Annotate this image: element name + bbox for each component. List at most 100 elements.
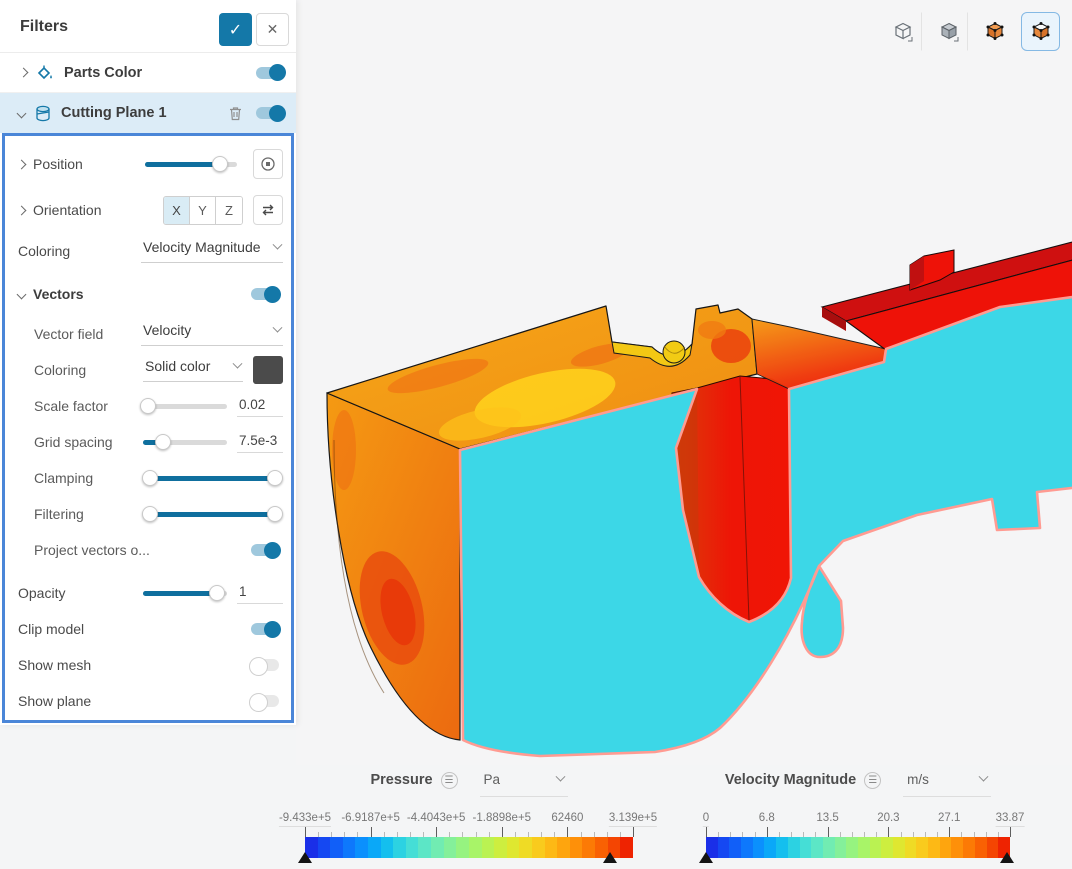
position-slider[interactable]: [145, 155, 237, 172]
pressure-unit-dropdown[interactable]: Pa: [479, 770, 568, 797]
trash-icon[interactable]: [229, 106, 242, 121]
show-mesh-toggle[interactable]: [249, 656, 279, 676]
swap-arrows-icon: [262, 204, 274, 216]
panel-title: Filters: [20, 18, 69, 35]
solid-view-button[interactable]: [929, 12, 968, 51]
section-cube-icon: [1032, 21, 1049, 40]
chevron-down-icon[interactable]: [16, 108, 27, 118]
vector-coloring-dropdown[interactable]: Solid color: [143, 358, 243, 382]
velocity-legend: Velocity Magnitude ☰ m/s 0 6.8 13.5 20.3…: [699, 766, 1025, 866]
clamp-marker-min[interactable]: [699, 852, 713, 863]
vector-field-dropdown[interactable]: Velocity: [141, 322, 283, 346]
wireframe-cube-icon: [894, 22, 912, 41]
surfaces-view-button[interactable]: [975, 12, 1014, 51]
close-button[interactable]: ✕: [256, 13, 289, 46]
filtering-range-slider[interactable]: [142, 505, 283, 522]
position-center-button[interactable]: [253, 149, 283, 179]
solid-cube-icon: [940, 22, 958, 41]
legend-menu-icon[interactable]: ☰: [864, 772, 882, 789]
project-vectors-label: Project vectors o...: [34, 542, 150, 558]
chevron-down-icon: [978, 771, 989, 782]
vectors-label: Vectors: [33, 286, 84, 302]
axis-x-button[interactable]: X: [164, 196, 190, 224]
opacity-slider[interactable]: [143, 584, 227, 601]
velocity-unit-dropdown[interactable]: m/s: [903, 770, 992, 797]
scale-factor-value[interactable]: 0.02: [237, 395, 283, 417]
coloring-dropdown[interactable]: Velocity Magnitude: [141, 239, 283, 263]
scale-factor-slider[interactable]: [140, 397, 227, 414]
row-position: Position: [5, 146, 291, 182]
show-plane-toggle[interactable]: [249, 692, 279, 712]
row-vector-coloring: Coloring Solid color: [5, 352, 291, 388]
vector-coloring-label: Coloring: [34, 362, 87, 378]
axis-y-button[interactable]: Y: [190, 196, 216, 224]
project-vectors-toggle[interactable]: [251, 541, 281, 559]
orientation-label: Orientation: [33, 202, 102, 218]
clamp-marker-max[interactable]: [999, 852, 1014, 863]
vectors-toggle[interactable]: [251, 285, 281, 303]
wireframe-view-button[interactable]: [883, 12, 922, 51]
coloring-label: Coloring: [18, 243, 71, 259]
row-grid-spacing: Grid spacing 7.5e-3: [5, 424, 291, 460]
filtering-label: Filtering: [34, 506, 84, 522]
legend-ticks: [305, 827, 634, 837]
row-vectors: Vectors: [5, 276, 291, 312]
valve-top-exterior: [326, 304, 758, 450]
scale-factor-label: Scale factor: [34, 398, 108, 414]
chevron-right-icon[interactable]: [18, 67, 29, 78]
vector-color-swatch[interactable]: [253, 356, 283, 384]
close-icon: ✕: [266, 21, 279, 37]
chevron-down-icon[interactable]: [16, 289, 27, 299]
filter-item-cutting-plane[interactable]: Cutting Plane 1: [0, 93, 296, 133]
parts-color-toggle[interactable]: [256, 64, 286, 81]
legend-menu-icon[interactable]: ☰: [440, 772, 458, 789]
cutting-plane-icon: [36, 105, 50, 121]
clamp-marker-max[interactable]: [603, 852, 618, 863]
legend-title: Velocity Magnitude: [724, 772, 857, 788]
row-show-plane: Show plane: [5, 683, 291, 719]
row-filtering: Filtering: [5, 496, 291, 532]
apply-button[interactable]: ✓: [219, 13, 252, 46]
vector-field-label: Vector field: [34, 326, 104, 342]
outlet-duct-exterior: [820, 241, 1072, 351]
legend-tick-labels: -9.433e+5 -6.9187e+5 -4.4043e+5 -1.8898e…: [278, 812, 658, 827]
cfd-model: [296, 0, 1072, 765]
cutting-plane-toggle[interactable]: [256, 104, 286, 122]
filter-label: Cutting Plane 1: [61, 105, 167, 121]
legend-title: Pressure: [370, 772, 433, 788]
pressure-legend: Pressure ☰ Pa -9.433e+5 -6.9187e+5 -4.40…: [278, 766, 658, 866]
row-orientation: Orientation X Y Z: [5, 192, 291, 228]
chevron-down-icon: [272, 239, 283, 250]
view-mode-toolbar: [883, 12, 1060, 51]
filter-item-parts-color[interactable]: Parts Color: [0, 53, 296, 93]
show-plane-label: Show plane: [18, 693, 92, 709]
check-icon: ✓: [228, 21, 243, 39]
paint-bucket-icon: [37, 65, 52, 79]
filters-panel: Filters ✓ ✕ Parts Color Cutting Plane 1 …: [0, 0, 296, 725]
section-view-button[interactable]: [1021, 12, 1060, 51]
axis-z-button[interactable]: Z: [216, 196, 242, 224]
opacity-value[interactable]: 1: [237, 582, 283, 604]
filter-label: Parts Color: [64, 64, 143, 81]
velocity-colorbar[interactable]: [706, 837, 1010, 858]
opacity-label: Opacity: [18, 585, 66, 601]
axis-selector: X Y Z: [163, 195, 243, 225]
row-vector-field: Vector field Velocity: [5, 316, 291, 352]
pressure-colorbar[interactable]: [305, 837, 633, 858]
show-mesh-label: Show mesh: [18, 657, 92, 673]
viewport-3d[interactable]: [296, 0, 1072, 765]
row-project-vectors: Project vectors o...: [5, 532, 291, 568]
chevron-right-icon[interactable]: [16, 159, 27, 169]
valve-body-exterior: [326, 392, 461, 741]
clip-model-label: Clip model: [18, 621, 85, 637]
clamp-marker-min[interactable]: [298, 852, 312, 863]
legend-tick-labels: 0 6.8 13.5 20.3 27.1 33.87: [702, 812, 1025, 827]
clip-model-toggle[interactable]: [251, 620, 281, 638]
clamping-range-slider[interactable]: [142, 469, 283, 486]
surfaces-cube-icon: [986, 21, 1003, 40]
flip-orientation-button[interactable]: [253, 195, 283, 225]
chevron-right-icon[interactable]: [16, 205, 27, 215]
grid-spacing-slider[interactable]: [143, 433, 227, 450]
clamping-label: Clamping: [34, 470, 94, 486]
grid-spacing-value[interactable]: 7.5e-3: [237, 431, 283, 453]
